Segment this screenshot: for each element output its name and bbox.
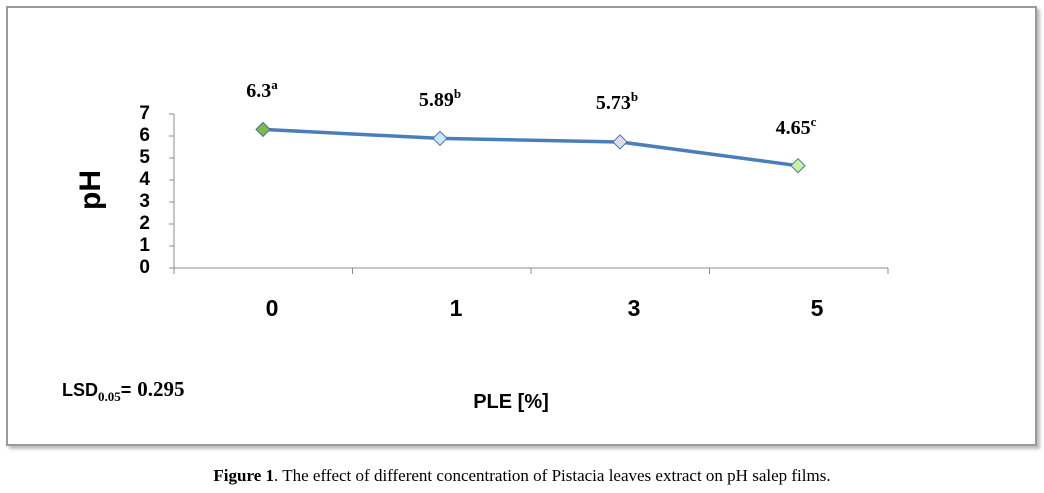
figure-caption: Figure 1. The effect of different concen… (0, 466, 1044, 486)
series-line (262, 127, 799, 168)
caption-label: Figure 1 (213, 466, 275, 485)
x-axis-label: PLE [%] (473, 391, 549, 413)
chart-frame (6, 6, 1037, 446)
y-axis-label: pH (74, 170, 107, 210)
data-label-value: 4.65 (776, 117, 811, 139)
lsd-equals: = (121, 380, 132, 400)
data-label-value: 6.3 (246, 80, 271, 102)
y-tick-label: 4 (139, 169, 150, 190)
lsd-annotation: LSD0.05= 0.295 (62, 377, 185, 404)
data-point-marker (255, 121, 271, 138)
y-tick-label: 3 (139, 191, 150, 212)
data-label-superscript: a (271, 77, 278, 92)
data-label-superscript: c (811, 114, 817, 129)
data-label-value: 5.73 (596, 92, 631, 114)
lsd-label: LSD (62, 380, 98, 400)
lsd-subscript: 0.05 (98, 389, 121, 404)
data-label: 6.3a (246, 77, 278, 102)
y-tick-label: 6 (139, 125, 150, 146)
x-tick-label: 5 (811, 295, 824, 321)
data-point-marker (612, 134, 628, 150)
x-tick-label: 1 (450, 295, 463, 321)
y-tick-label: 5 (139, 147, 150, 168)
data-label: 5.89b (419, 86, 461, 111)
x-tick-label: 3 (628, 295, 641, 321)
data-label-superscript: b (631, 89, 638, 104)
y-tick-label: 0 (139, 257, 150, 278)
data-point-marker (432, 130, 448, 147)
caption-text: . The effect of different concentration … (274, 466, 831, 485)
data-point-marker (790, 157, 806, 174)
x-axis-ticks: 0 1 3 5 (173, 268, 889, 321)
y-tick-label: 7 (139, 103, 150, 124)
series-layer (255, 121, 806, 174)
data-label-value: 5.89 (419, 89, 454, 111)
x-tick-label: 0 (266, 295, 279, 321)
y-tick-label: 1 (139, 235, 150, 256)
data-label: 5.73b (596, 89, 638, 114)
data-label: 4.65c (776, 114, 817, 139)
data-label-superscript: b (454, 86, 461, 101)
lsd-value: 0.295 (137, 377, 184, 401)
y-tick-label: 2 (139, 213, 150, 234)
